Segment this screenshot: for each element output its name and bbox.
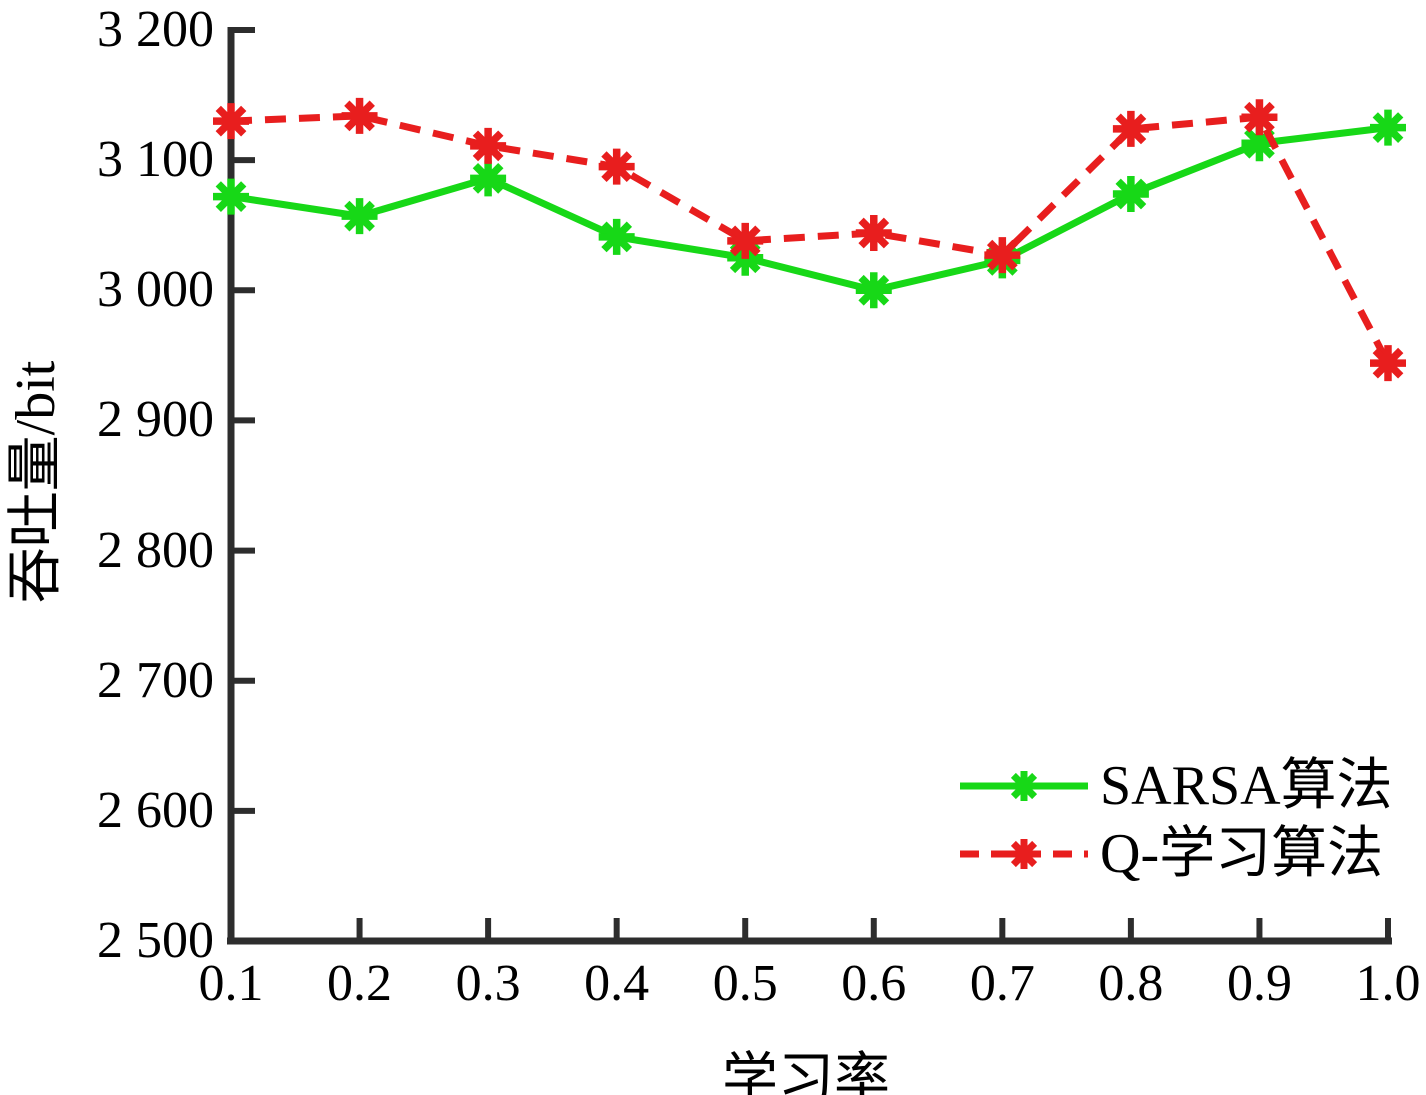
x-tick-label: 0.1	[198, 955, 264, 1012]
y-tick-label: 2 600	[97, 781, 214, 839]
qlearning-line-sample-icon	[960, 839, 1088, 869]
y-tick-label: 3 100	[97, 131, 214, 189]
y-tick-label: 3 000	[97, 261, 214, 319]
y-axis-title: 吞吐量/bit	[5, 360, 67, 604]
sarsa-line-sample-icon	[960, 771, 1088, 801]
legend-label-sarsa: SARSA算法	[1100, 755, 1393, 817]
x-tick-label: 0.5	[712, 955, 778, 1012]
legend: SARSA算法 Q-学习算法	[958, 752, 1393, 888]
x-tick-label: 0.8	[1098, 955, 1164, 1012]
x-axis-title: 学习率	[722, 1049, 890, 1095]
y-tick-label: 3 200	[97, 1, 214, 58]
legend-label-qlearning: Q-学习算法	[1100, 823, 1384, 885]
y-tick-label: 2 500	[97, 912, 214, 969]
x-tick-label: 0.3	[455, 955, 521, 1012]
x-tick-label: 0.9	[1226, 955, 1292, 1012]
x-tick-label: 0.7	[969, 955, 1035, 1012]
x-tick-label: 0.4	[584, 955, 650, 1012]
x-tick-label: 0.2	[327, 955, 393, 1012]
legend-item-sarsa: SARSA算法	[958, 752, 1393, 820]
y-tick-label: 2 900	[97, 391, 214, 449]
y-tick-label: 2 700	[97, 651, 214, 709]
legend-item-qlearning: Q-学习算法	[958, 820, 1393, 888]
y-tick-label: 2 800	[97, 521, 214, 579]
x-tick-label: 0.6	[841, 955, 907, 1012]
x-tick-label: 1.0	[1355, 955, 1421, 1012]
